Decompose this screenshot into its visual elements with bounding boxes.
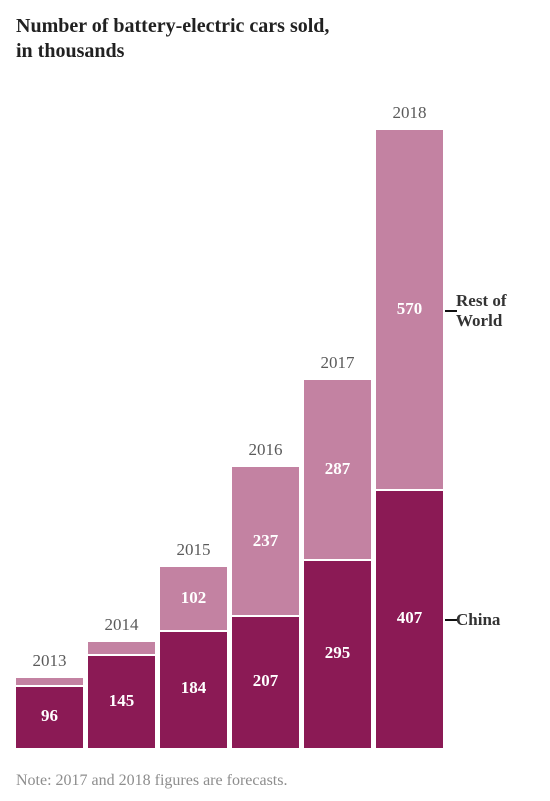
year-label: 2018: [376, 103, 443, 123]
bar-2014: 1452014: [88, 642, 155, 748]
year-label: 2017: [304, 353, 371, 373]
chart-note: Note: 2017 and 2018 figures are forecast…: [16, 772, 287, 790]
value-label: 295: [304, 643, 371, 663]
year-label: 2016: [232, 440, 299, 460]
segment-rest-of-world: [88, 642, 155, 656]
segment-rest-of-world: [16, 678, 83, 687]
series-label: Rest of World: [456, 291, 507, 332]
value-label: 145: [88, 691, 155, 711]
value-label: 102: [160, 588, 227, 608]
bar-2017: 2952872017: [304, 380, 371, 748]
bar-2018: 4075702018: [376, 130, 443, 748]
value-label: 407: [376, 608, 443, 628]
year-label: 2013: [16, 651, 83, 671]
value-label: 287: [304, 459, 371, 479]
year-label: 2015: [160, 540, 227, 560]
chart-title: Number of battery-electric cars sold, in…: [16, 14, 329, 64]
value-label: 207: [232, 671, 299, 691]
bar-2015: 1841022015: [160, 567, 227, 748]
value-label: 570: [376, 299, 443, 319]
value-label: 96: [16, 706, 83, 726]
series-label: China: [456, 610, 500, 630]
chart-page: Number of battery-electric cars sold, in…: [0, 0, 550, 801]
bar-2016: 2072372016: [232, 467, 299, 748]
value-label: 237: [232, 531, 299, 551]
bar-2013: 962013: [16, 678, 83, 748]
value-label: 184: [160, 678, 227, 698]
year-label: 2014: [88, 615, 155, 635]
plot-area: 9620131452014184102201520723720162952872…: [16, 130, 444, 748]
